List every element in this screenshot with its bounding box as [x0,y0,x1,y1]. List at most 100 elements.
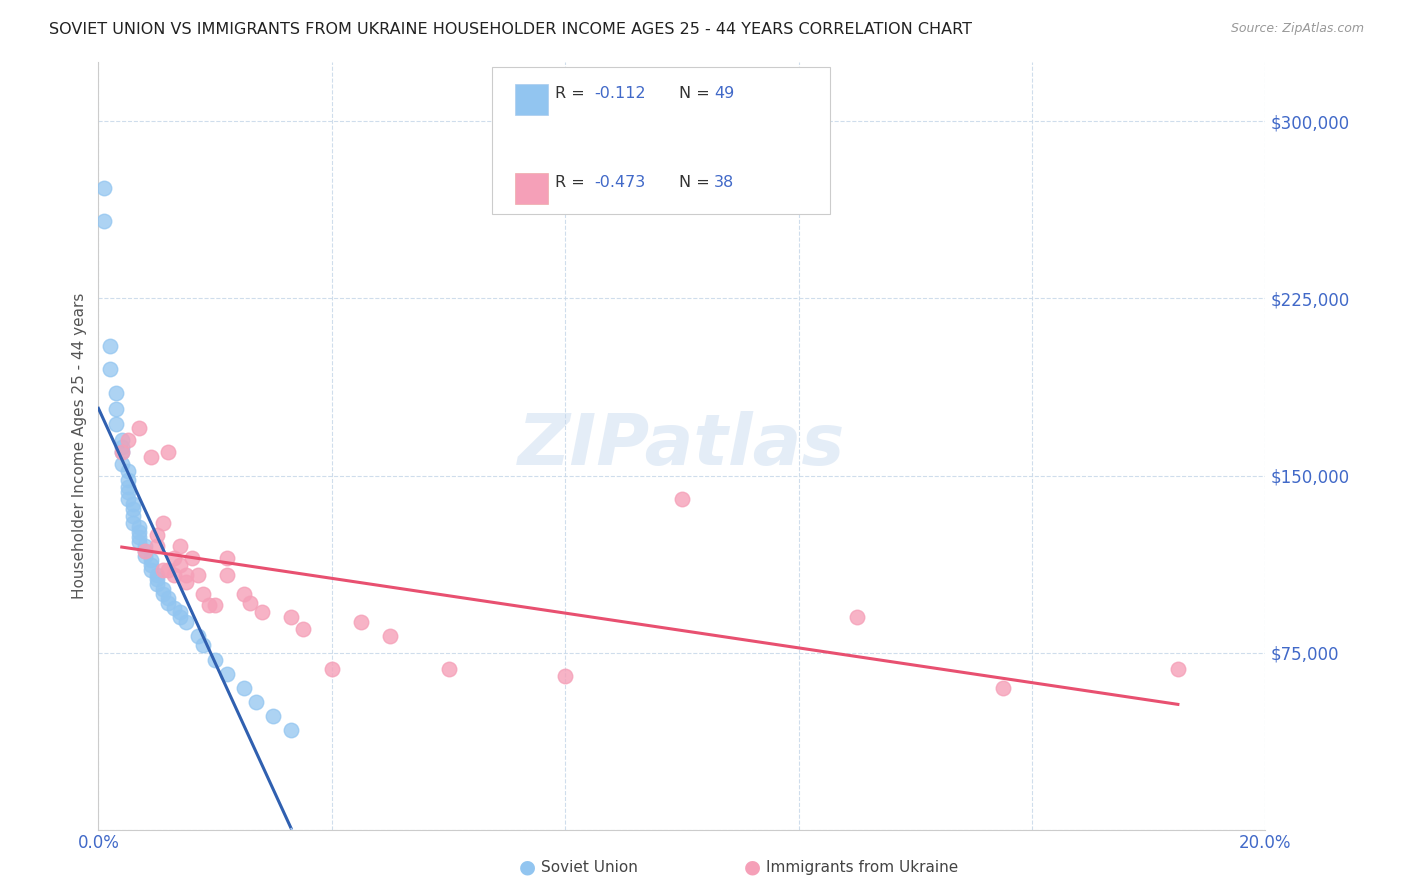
Point [104,385,127,400]
Point [128,421,150,435]
Point [169,606,191,620]
Point [117,485,139,500]
Point [169,558,191,573]
Point [134,544,156,558]
Point [187,629,209,643]
Y-axis label: Householder Income Ages 25 - 44 years: Householder Income Ages 25 - 44 years [72,293,87,599]
Point [98,362,121,376]
Text: 38: 38 [714,175,734,190]
Point [157,563,180,577]
Point [104,417,127,431]
Point [157,591,180,606]
Text: 49: 49 [714,86,734,101]
Point [321,662,343,676]
Point [245,695,267,709]
Point [128,520,150,534]
Point [174,615,197,629]
Point [111,433,134,447]
Point [180,551,202,566]
Point [204,599,226,613]
Point [152,516,174,530]
Point [671,492,693,507]
Point [134,544,156,558]
Point [128,530,150,544]
Point [846,610,869,624]
Point [1167,662,1189,676]
Point [117,480,139,494]
Point [122,516,145,530]
Point [139,563,162,577]
Point [163,551,186,566]
Point [122,508,145,523]
Point [93,180,115,194]
Text: -0.473: -0.473 [595,175,645,190]
Point [280,723,302,738]
Text: R =: R = [555,86,595,101]
Point [163,600,186,615]
Point [146,577,169,591]
Point [146,567,169,582]
Point [152,582,174,596]
Point [117,464,139,478]
Text: ●: ● [519,857,536,877]
Text: N =: N = [679,175,716,190]
Point [104,402,127,417]
Text: SOVIET UNION VS IMMIGRANTS FROM UKRAINE HOUSEHOLDER INCOME AGES 25 - 44 YEARS CO: SOVIET UNION VS IMMIGRANTS FROM UKRAINE … [49,22,972,37]
Point [134,549,156,563]
Point [291,622,314,636]
Point [139,558,162,573]
Point [198,599,221,613]
Point [152,586,174,600]
Point [215,567,238,582]
Point [128,525,150,540]
Text: Source: ZipAtlas.com: Source: ZipAtlas.com [1230,22,1364,36]
Point [380,629,402,643]
Point [139,553,162,567]
Point [146,527,169,541]
Point [128,534,150,549]
Point [280,610,302,624]
Point [169,610,191,624]
Point [122,497,145,511]
Point [437,662,460,676]
Point [233,681,256,695]
Point [187,567,209,582]
Point [117,473,139,487]
Point [146,539,169,553]
Point [98,339,121,353]
Point [174,567,197,582]
Point [215,666,238,681]
Point [163,567,186,582]
Point [111,457,134,471]
Point [233,586,256,600]
Point [117,433,139,447]
Point [239,596,262,610]
Point [111,440,134,454]
Point [204,652,226,666]
Point [111,445,134,459]
Text: Soviet Union: Soviet Union [541,860,638,874]
Point [152,563,174,577]
Text: ZIPatlas: ZIPatlas [519,411,845,481]
Point [146,573,169,587]
Point [93,213,115,227]
Point [134,539,156,553]
Text: N =: N = [679,86,716,101]
Text: R =: R = [555,175,591,190]
Point [139,450,162,464]
Point [215,551,238,566]
Point [169,539,191,553]
Point [122,501,145,516]
Text: ●: ● [744,857,761,877]
Point [262,709,284,723]
Point [157,445,180,459]
Point [350,615,373,629]
Point [117,492,139,507]
Point [157,596,180,610]
Text: -0.112: -0.112 [595,86,647,101]
Point [554,669,576,683]
Point [193,586,215,600]
Point [111,445,134,459]
Point [193,639,215,653]
Point [991,681,1014,695]
